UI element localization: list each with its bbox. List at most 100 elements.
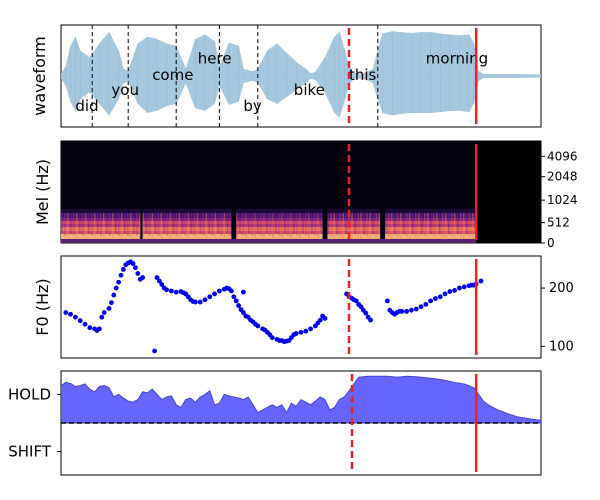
f0-point — [99, 314, 105, 320]
mel-texture — [275, 213, 277, 234]
mel-texture — [278, 213, 280, 236]
mel-texture — [251, 213, 253, 236]
mel-texture — [199, 213, 202, 234]
mel-texture — [394, 213, 396, 235]
mel-texture — [293, 213, 295, 234]
f0-point — [303, 328, 309, 334]
f0-point — [229, 288, 234, 294]
mel-texture — [299, 213, 301, 238]
mel-band — [327, 227, 381, 231]
f0-point — [135, 271, 141, 276]
mel-texture — [229, 213, 232, 236]
mel-texture — [64, 213, 66, 236]
word-label: come — [152, 66, 193, 84]
f0-tick-label: 100 — [549, 339, 574, 354]
mel-texture — [124, 213, 126, 234]
mel-band — [61, 218, 141, 221]
f0-point — [233, 298, 239, 304]
mel-texture — [469, 213, 471, 237]
mel-band — [61, 234, 141, 239]
f0-point — [154, 275, 160, 280]
mel-texture — [415, 213, 417, 237]
mel-texture — [163, 213, 166, 234]
mel-band — [142, 213, 232, 218]
mel-texture — [296, 213, 298, 236]
mel-texture — [196, 213, 199, 238]
f0-point — [164, 287, 170, 293]
f0-point — [447, 289, 453, 294]
mel-texture — [236, 213, 238, 238]
mel-band — [142, 218, 232, 221]
mel-texture — [112, 213, 114, 238]
mel-texture — [448, 213, 450, 235]
f0-point — [109, 300, 114, 306]
f0-point — [241, 289, 246, 295]
f0-point — [269, 335, 275, 340]
f0-point — [140, 275, 146, 280]
word-label: bike — [294, 81, 325, 99]
mel-band — [236, 224, 323, 227]
mel-texture — [357, 213, 359, 237]
turn-tick-label: HOLD — [8, 385, 51, 403]
mel-texture — [272, 213, 274, 238]
mel-texture — [184, 213, 187, 236]
word-label: this — [349, 66, 377, 84]
mel-texture — [445, 213, 447, 239]
mel-texture — [73, 213, 75, 236]
mel-band — [142, 221, 232, 224]
mel-band — [236, 213, 323, 218]
mel-texture — [242, 213, 244, 236]
mel-band — [327, 234, 381, 239]
mel-texture — [211, 213, 214, 236]
mel-floor — [61, 239, 477, 243]
mel-texture — [76, 213, 78, 238]
mel-texture — [269, 213, 271, 236]
mel-ylabel: Mel (Hz) — [33, 159, 52, 225]
turn-panel: HOLD SHIFT — [8, 370, 542, 476]
mel-texture — [148, 213, 151, 236]
word-label: by — [243, 97, 262, 115]
f0-point — [207, 294, 213, 300]
mel-band — [236, 234, 323, 239]
mel-band — [61, 231, 141, 234]
f0-point — [358, 304, 364, 310]
mel-texture — [369, 213, 371, 239]
mel-texture — [217, 213, 220, 234]
mel-texture — [157, 213, 160, 236]
f0-point — [202, 297, 208, 303]
f0-panel: 100 200 F0 (Hz) — [33, 255, 574, 359]
mel-tick-label: 4096 — [547, 149, 578, 163]
mel-band — [327, 213, 381, 218]
mel-texture — [154, 213, 157, 234]
mel-band — [142, 224, 232, 227]
mel-texture — [351, 213, 353, 239]
f0-point — [152, 348, 158, 354]
mel-texture — [166, 213, 169, 236]
mel-texture — [385, 213, 387, 235]
f0-tick-label: 200 — [549, 281, 574, 296]
mel-texture — [208, 213, 211, 234]
mel-texture — [317, 213, 319, 238]
f0-point — [452, 287, 457, 293]
mel-texture — [460, 213, 462, 237]
mel-texture — [433, 213, 435, 237]
mel-band — [236, 209, 323, 213]
mel-texture — [263, 213, 265, 238]
mel-texture — [378, 213, 380, 239]
mel-band — [385, 227, 477, 231]
word-label: morning — [426, 50, 488, 68]
waveform-ylabel: waveform — [30, 36, 49, 116]
mel-texture — [115, 213, 117, 234]
mel-texture — [181, 213, 184, 234]
mel-texture — [175, 213, 178, 236]
f0-point — [298, 329, 304, 335]
mel-texture — [400, 213, 402, 239]
f0-point — [433, 296, 438, 301]
mel-texture — [94, 213, 96, 238]
mel-texture — [457, 213, 459, 235]
f0-point — [418, 304, 424, 310]
f0-point — [478, 278, 484, 284]
mel-texture — [305, 213, 307, 236]
f0-point — [423, 301, 429, 307]
